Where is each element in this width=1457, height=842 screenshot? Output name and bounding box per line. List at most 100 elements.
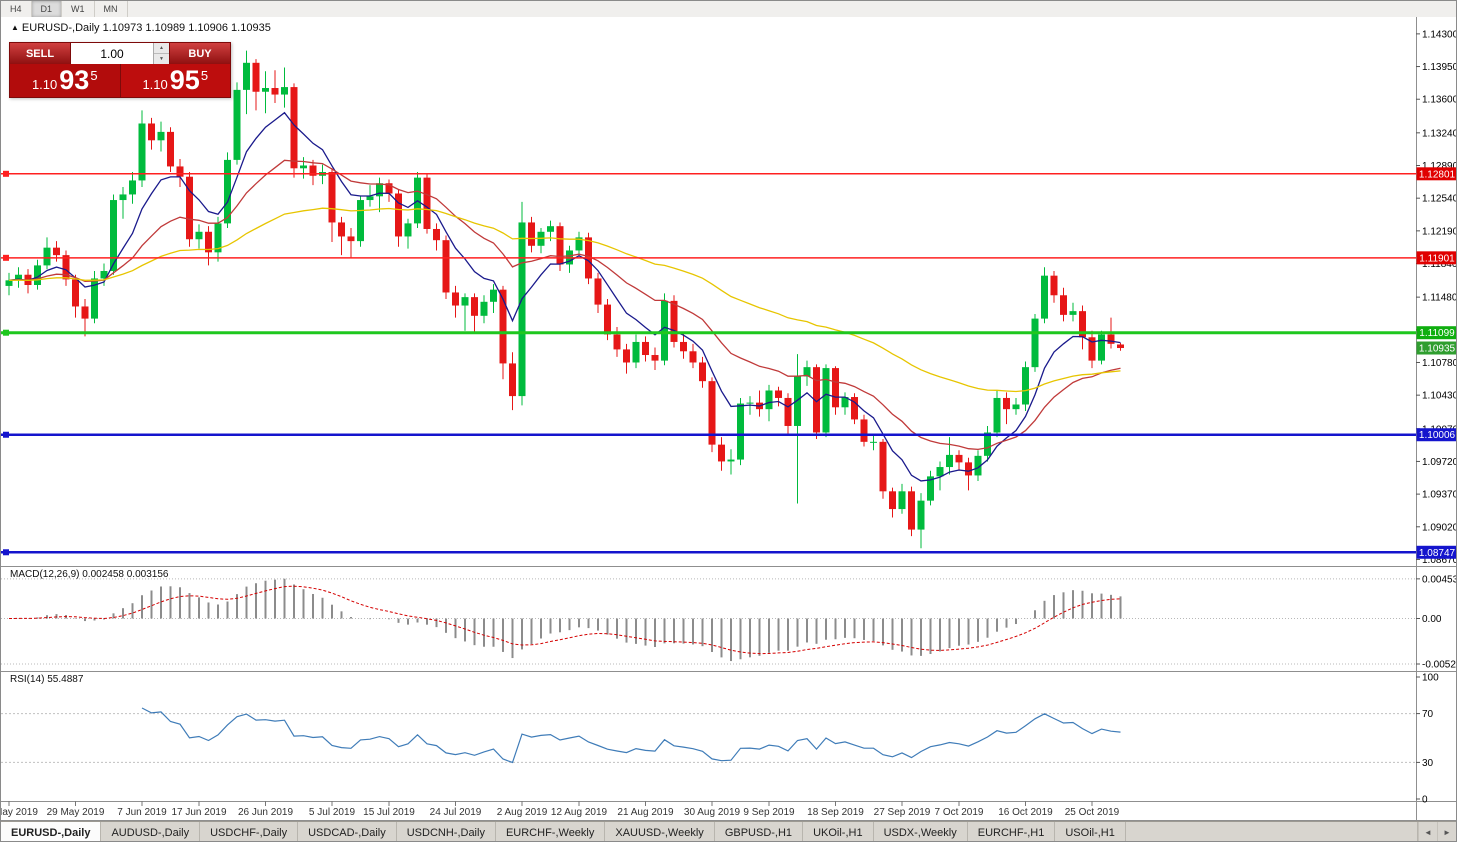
svg-text:1.09720: 1.09720 <box>1422 457 1457 468</box>
chart-tab-gbpusd-h1[interactable]: GBPUSD-,H1 <box>715 822 804 841</box>
svg-text:7 Oct 2019: 7 Oct 2019 <box>935 807 984 818</box>
chart-background <box>1 17 1456 821</box>
buy-price-sup: 5 <box>200 67 209 83</box>
svg-text:-0.00520: -0.00520 <box>1422 660 1457 671</box>
price-chart-canvas[interactable]: 1.14300 1.13950 1.13600 1.13240 1.12890 1.125… <box>1 17 1457 821</box>
levels-layer: 1.10935 1.12801 1.11901 1.11099 1.10006 1.087… <box>1 167 1456 559</box>
svg-text:5 Jul 2019: 5 Jul 2019 <box>309 807 356 818</box>
svg-text:24 Jul 2019: 24 Jul 2019 <box>430 807 482 818</box>
ma-line-ema-fast <box>8 111 1121 482</box>
chart-tab-usdx-weekly[interactable]: USDX-,Weekly <box>874 822 968 841</box>
timeframe-button-mn[interactable]: MN <box>95 1 128 17</box>
level-price-tag: 1.12801 <box>1416 167 1456 181</box>
macd-indicator-label: MACD(12,26,9) 0.002458 0.003156 <box>10 569 169 580</box>
svg-text:1.11840: 1.11840 <box>1422 259 1457 270</box>
ma-line-ema-mid <box>8 159 1121 451</box>
level-price-tag: 1.11099 <box>1416 326 1456 340</box>
bid-price-tag: 1.10935 <box>1416 341 1456 355</box>
buy-price-big: 95 <box>169 65 200 95</box>
svg-text:1.10780: 1.10780 <box>1422 358 1457 369</box>
chart-tab-usdcad-daily[interactable]: USDCAD-,Daily <box>298 822 397 841</box>
svg-text:1.08747: 1.08747 <box>1419 548 1456 559</box>
volume-value[interactable]: 1.00 <box>100 46 124 61</box>
rsi-indicator-label: RSI(14) 55.4887 <box>10 674 84 685</box>
macd-panel: 0.00453 0.00 -0.00520 <box>1 574 1457 671</box>
svg-text:26 Jun 2019: 26 Jun 2019 <box>238 807 293 818</box>
svg-text:2 Aug 2019: 2 Aug 2019 <box>497 807 548 818</box>
svg-text:0.00453: 0.00453 <box>1422 574 1457 585</box>
sell-price-sup: 5 <box>90 67 98 83</box>
timeframe-button-d1[interactable]: D1 <box>31 1 63 17</box>
timeframe-toolbar: H4 D1 W1 MN <box>1 1 1456 18</box>
chart-tab-eurchf-weekly[interactable]: EURCHF-,Weekly <box>496 822 606 841</box>
chart-ohlc-header: ▲ EURUSD-,Daily 1.10973 1.10989 1.10906 1… <box>11 22 271 34</box>
svg-text:1.08670: 1.08670 <box>1422 555 1457 566</box>
svg-text:0: 0 <box>1422 795 1428 806</box>
ma-line-ema-slow <box>8 207 1121 393</box>
chart-area: 1.14300 1.13950 1.13600 1.13240 1.12890 1.125… <box>1 17 1457 821</box>
level-price-tag: 1.08747 <box>1416 545 1456 559</box>
svg-text:1.11099: 1.11099 <box>1419 328 1455 339</box>
chart-tab-bar: EURUSD-,Daily AUDUSD-,Daily USDCHF-,Daily U… <box>1 821 1456 841</box>
candles-layer <box>5 50 1124 549</box>
svg-text:1.09370: 1.09370 <box>1422 490 1457 501</box>
svg-text:17 Jun 2019: 17 Jun 2019 <box>171 807 226 818</box>
sell-price-big: 93 <box>59 65 90 95</box>
svg-text:20 May 2019: 20 May 2019 <box>1 807 38 818</box>
svg-text:21 Aug 2019: 21 Aug 2019 <box>617 807 674 818</box>
ohlc-text: EURUSD-,Daily 1.10973 1.10989 1.10906 1.… <box>21 22 271 34</box>
volume-down-button[interactable]: ▼ <box>154 54 169 64</box>
chart-tab-usdchf-daily[interactable]: USDCHF-,Daily <box>200 822 299 841</box>
buy-button[interactable]: BUY <box>170 43 230 64</box>
chart-tab-xauusd-weekly[interactable]: XAUUSD-,Weekly <box>605 822 715 841</box>
svg-text:100: 100 <box>1422 673 1439 684</box>
buy-price-button[interactable]: 1.10 95 5 <box>120 64 230 97</box>
chart-tab-ukoil-h1[interactable]: UKOil-,H1 <box>803 822 874 841</box>
svg-text:9 Sep 2019: 9 Sep 2019 <box>743 807 795 818</box>
tab-scroll-left-icon[interactable]: ◄ <box>1418 822 1437 841</box>
chart-tab-eurusd-daily[interactable]: EURUSD-,Daily <box>1 822 102 841</box>
symbol-arrow-icon: ▲ <box>11 23 19 32</box>
level-price-tag: 1.11901 <box>1416 251 1456 265</box>
chart-tab-audusd-daily[interactable]: AUDUSD-,Daily <box>101 822 201 841</box>
volume-up-button[interactable]: ▲ <box>154 43 169 54</box>
chart-tab-eurchf-h1[interactable]: EURCHF-,H1 <box>968 822 1056 841</box>
chart-tab-usoil-h1[interactable]: USOil-,H1 <box>1055 822 1126 841</box>
svg-text:1.11480: 1.11480 <box>1422 293 1457 304</box>
rsi-line <box>141 707 1121 764</box>
timeframe-button-w1[interactable]: W1 <box>62 1 95 17</box>
rsi-panel: 100 70 30 0 <box>1 673 1439 806</box>
sell-price-button[interactable]: 1.10 93 5 <box>10 64 121 97</box>
svg-text:7 Jun 2019: 7 Jun 2019 <box>117 807 167 818</box>
svg-text:1.11901: 1.11901 <box>1419 253 1455 264</box>
level-price-tag: 1.10006 <box>1416 428 1456 442</box>
svg-text:1.13950: 1.13950 <box>1422 62 1457 73</box>
svg-text:1.12801: 1.12801 <box>1419 169 1456 180</box>
sell-button[interactable]: SELL <box>10 43 70 64</box>
chart-tab-usdcnh-daily[interactable]: USDCNH-,Daily <box>397 822 496 841</box>
tab-scroll-right-icon[interactable]: ► <box>1437 822 1456 841</box>
svg-text:12 Aug 2019: 12 Aug 2019 <box>551 807 608 818</box>
svg-text:1.09020: 1.09020 <box>1422 522 1457 533</box>
svg-text:18 Sep 2019: 18 Sep 2019 <box>807 807 864 818</box>
svg-text:30 Aug 2019: 30 Aug 2019 <box>684 807 741 818</box>
svg-text:27 Sep 2019: 27 Sep 2019 <box>874 807 931 818</box>
timeframe-button-h4[interactable]: H4 <box>1 1 32 17</box>
svg-text:1.10430: 1.10430 <box>1422 391 1457 402</box>
date-axis: 20 May 2019 29 May 2019 7 Jun 2019 17 Jun 2… <box>1 801 1120 818</box>
svg-text:70: 70 <box>1422 709 1434 720</box>
svg-text:1.14300: 1.14300 <box>1422 29 1457 40</box>
svg-text:1.12540: 1.12540 <box>1422 194 1457 205</box>
svg-text:1.13240: 1.13240 <box>1422 128 1457 139</box>
buy-price-prefix: 1.10 <box>142 76 168 92</box>
svg-text:0.00: 0.00 <box>1422 614 1442 625</box>
svg-text:1.13600: 1.13600 <box>1422 95 1457 106</box>
svg-text:1.10006: 1.10006 <box>1419 430 1456 441</box>
volume-field[interactable]: 1.00 ▲ ▼ <box>70 43 170 64</box>
svg-text:1.10935: 1.10935 <box>1419 344 1456 355</box>
svg-text:29 May 2019: 29 May 2019 <box>47 807 105 818</box>
sell-price-prefix: 1.10 <box>31 76 58 92</box>
svg-text:30: 30 <box>1422 758 1434 769</box>
svg-text:25 Oct 2019: 25 Oct 2019 <box>1065 807 1120 818</box>
